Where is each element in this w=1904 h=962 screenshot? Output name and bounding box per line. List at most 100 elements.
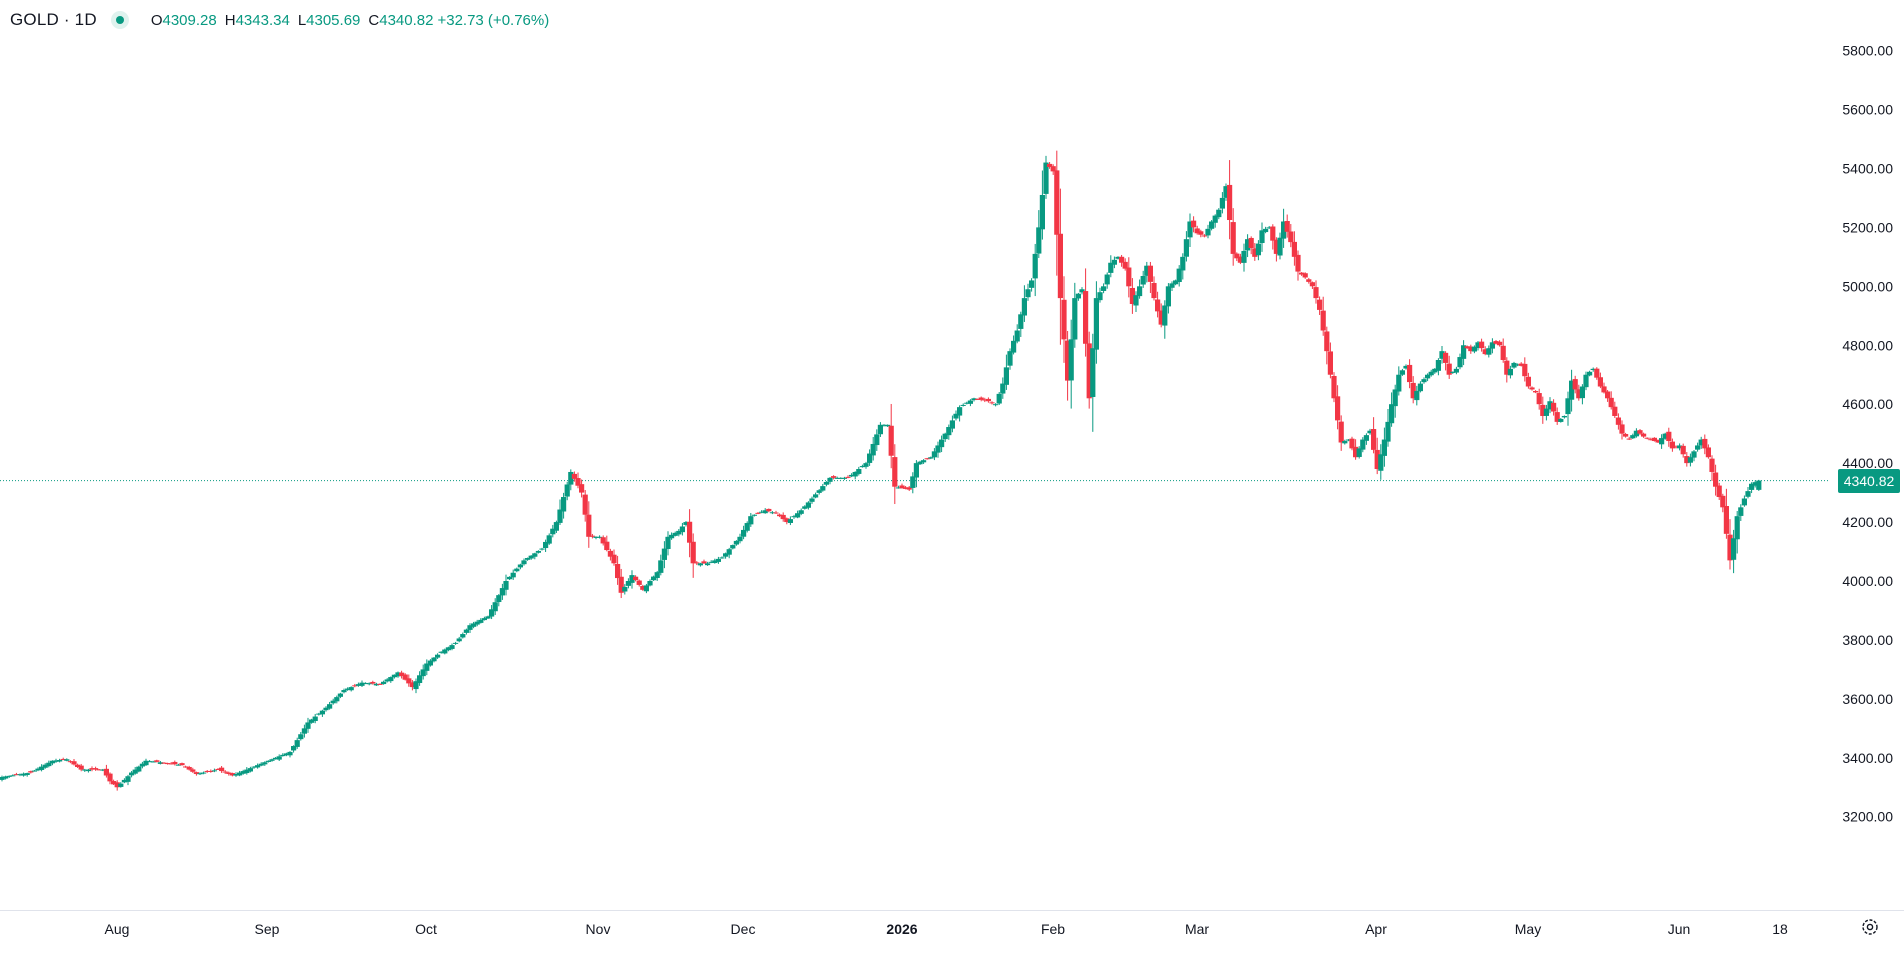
candle	[1540, 396, 1546, 424]
candle-body	[852, 471, 858, 477]
candle-body	[507, 576, 513, 580]
candle	[568, 469, 574, 491]
candle	[1237, 253, 1243, 265]
candle-body	[478, 619, 484, 623]
candle-body	[1335, 396, 1341, 421]
gear-icon[interactable]	[1858, 915, 1882, 939]
candle-body	[928, 457, 934, 459]
candle	[1057, 188, 1063, 345]
candle-body	[1399, 370, 1405, 375]
candle	[179, 762, 185, 766]
candle	[535, 550, 541, 554]
candle	[917, 460, 923, 465]
candle	[129, 770, 135, 778]
candle	[183, 765, 189, 768]
candle	[1630, 433, 1636, 440]
candle	[1039, 170, 1045, 240]
candle	[892, 444, 898, 505]
low-label: L	[297, 11, 307, 29]
time-tick-label: Jun	[1668, 921, 1691, 937]
candle	[669, 532, 675, 540]
candle	[1363, 433, 1369, 445]
candle	[1083, 268, 1089, 357]
candle-body	[1655, 440, 1661, 443]
candle-body	[463, 629, 469, 633]
candle-body	[1230, 222, 1236, 254]
candle-body	[1695, 445, 1701, 450]
candle	[723, 552, 729, 559]
candle	[395, 671, 401, 678]
candle	[798, 508, 804, 516]
candle	[244, 767, 250, 775]
candle	[103, 764, 109, 778]
candle-body	[1219, 197, 1225, 209]
candle-body	[845, 476, 851, 478]
candle-body	[1720, 495, 1726, 508]
candle-body	[1644, 437, 1650, 439]
candle-body	[705, 563, 711, 566]
candle	[1522, 357, 1528, 382]
candle-body	[719, 557, 725, 559]
candle-body	[697, 563, 703, 566]
candle-body	[1273, 239, 1279, 254]
candle-body	[53, 760, 59, 762]
candle	[1201, 234, 1207, 238]
candle-body	[1147, 265, 1153, 282]
close-label: C	[368, 11, 380, 29]
candle-body	[1756, 480, 1762, 490]
candle	[1605, 389, 1611, 402]
candle	[1097, 287, 1103, 303]
candle-body	[496, 595, 502, 603]
candle	[834, 476, 840, 479]
candle	[607, 548, 613, 561]
candle-body	[539, 548, 545, 550]
candle-body	[1572, 379, 1578, 390]
candle-body	[1104, 274, 1110, 285]
candle	[586, 501, 592, 548]
candle-body	[1443, 352, 1449, 363]
candle	[89, 766, 95, 772]
candle	[748, 512, 754, 527]
candle	[204, 770, 210, 773]
candle-body	[1716, 485, 1722, 498]
candle	[53, 758, 59, 763]
candle	[1029, 278, 1035, 292]
candle	[1745, 487, 1751, 499]
candle	[964, 401, 970, 405]
candle	[550, 524, 556, 538]
candle	[1443, 351, 1449, 371]
candle-body	[327, 704, 333, 709]
time-tick-label: Mar	[1185, 921, 1209, 937]
candle	[1626, 436, 1632, 440]
candle	[312, 713, 318, 724]
candle-body	[1065, 340, 1071, 381]
candle	[1245, 234, 1251, 258]
candle-body	[755, 512, 761, 514]
high-label: H	[224, 11, 236, 29]
candle-body	[1360, 439, 1366, 450]
symbol-interval[interactable]: GOLD · 1D	[10, 10, 97, 29]
candle	[1241, 243, 1247, 272]
candle-body	[1583, 374, 1589, 388]
candle	[1230, 208, 1236, 266]
candle-body	[762, 510, 768, 514]
candle-body	[215, 768, 221, 770]
candle-body	[1187, 221, 1193, 238]
candle	[733, 540, 739, 546]
candle	[287, 751, 293, 758]
candle	[21, 772, 27, 777]
candle-body	[417, 675, 423, 683]
candle	[726, 547, 732, 559]
candle-body	[600, 537, 606, 544]
candle-body	[1194, 228, 1200, 234]
market-status-icon[interactable]	[110, 11, 129, 29]
candle-body	[85, 769, 91, 772]
candle	[1752, 480, 1758, 488]
candle-body	[1083, 291, 1089, 344]
candle	[928, 456, 934, 460]
candle-body	[1263, 228, 1269, 233]
candle	[0, 775, 5, 782]
candle-body	[1648, 439, 1654, 441]
candle	[697, 562, 703, 567]
